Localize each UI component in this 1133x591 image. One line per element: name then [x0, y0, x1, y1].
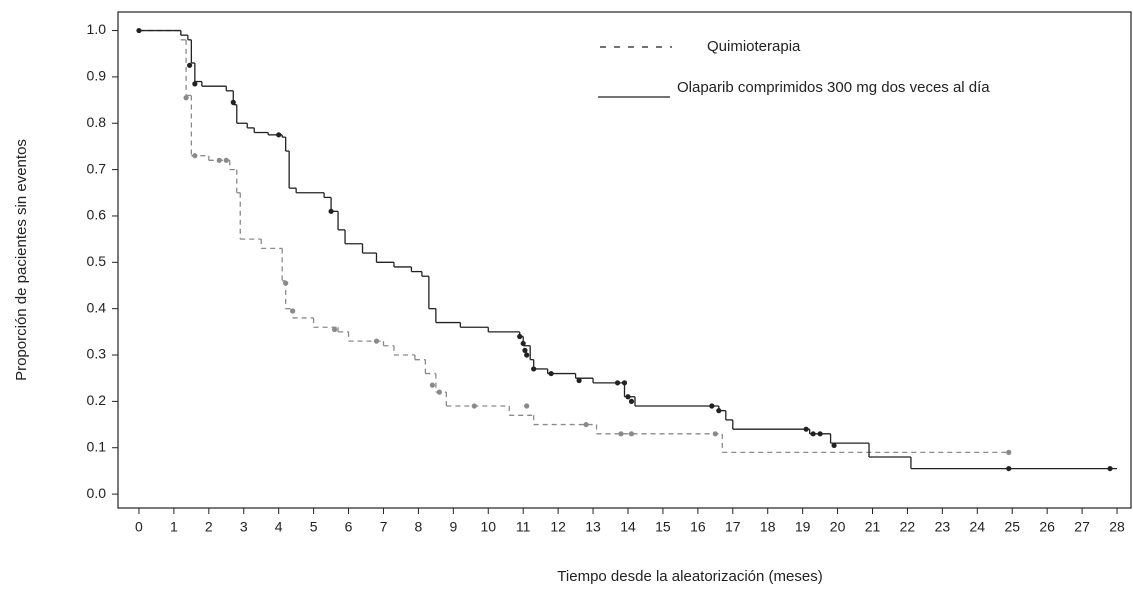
censor-mark — [223, 157, 229, 163]
y-tick-label: 0.7 — [87, 160, 107, 176]
y-tick-label: 0.1 — [87, 438, 107, 454]
x-tick-label: 20 — [830, 519, 846, 535]
x-tick-label: 8 — [415, 519, 423, 535]
x-tick-label: 13 — [585, 519, 601, 535]
censor-mark — [1006, 449, 1012, 455]
x-tick-label: 0 — [135, 519, 143, 535]
y-tick-label: 0.2 — [87, 392, 107, 408]
y-tick-label: 0.8 — [87, 114, 107, 130]
x-tick-label: 16 — [690, 519, 706, 535]
censor-mark — [831, 442, 837, 449]
x-tick-label: 26 — [1039, 519, 1055, 535]
x-tick-label: 7 — [380, 519, 388, 535]
censor-mark — [520, 340, 526, 347]
censor-mark — [1107, 465, 1113, 472]
censor-mark — [583, 421, 589, 428]
censor-mark — [328, 208, 334, 214]
censor-mark — [216, 157, 222, 163]
censor-mark — [192, 81, 198, 87]
x-tick-label: 24 — [970, 519, 986, 535]
censor-mark — [531, 366, 537, 372]
x-tick-label: 22 — [900, 519, 916, 535]
x-tick-label: 17 — [725, 519, 741, 535]
censor-mark — [373, 338, 380, 344]
censor-mark — [136, 27, 142, 34]
censor-mark — [471, 403, 477, 409]
y-tick-label: 0.4 — [87, 299, 107, 315]
censor-mark — [517, 333, 523, 340]
censor-mark — [331, 326, 338, 333]
y-tick-label: 1.0 — [87, 21, 107, 37]
censor-mark — [618, 431, 624, 437]
x-tick-label: 10 — [480, 519, 496, 535]
censor-mark — [576, 377, 582, 384]
censor-mark — [614, 380, 621, 386]
legend-label: Quimioterapia — [707, 38, 801, 55]
x-tick-label: 5 — [310, 519, 318, 535]
y-tick-label: 0.0 — [87, 485, 107, 501]
censor-mark — [803, 426, 809, 432]
censor-mark — [192, 153, 198, 159]
censor-mark — [187, 62, 193, 68]
x-tick-label: 4 — [275, 519, 283, 535]
censor-mark — [1006, 465, 1012, 472]
x-tick-label: 21 — [865, 519, 881, 535]
y-tick-label: 0.9 — [87, 68, 107, 84]
censor-mark — [276, 132, 282, 138]
x-tick-label: 28 — [1109, 519, 1125, 535]
x-tick-label: 6 — [345, 519, 353, 535]
censor-mark — [183, 95, 189, 101]
censor-mark — [625, 394, 631, 400]
censor-mark — [290, 308, 296, 314]
x-tick-label: 27 — [1074, 519, 1090, 535]
y-axis-label: Proporción de pacientes sin eventos — [13, 139, 30, 381]
y-tick-label: 0.5 — [87, 253, 107, 269]
x-tick-label: 12 — [550, 519, 566, 535]
x-tick-label: 23 — [935, 519, 951, 535]
plot-frame — [117, 11, 1132, 509]
censor-mark — [429, 382, 435, 388]
censor-mark — [712, 431, 718, 437]
x-tick-label: 15 — [655, 519, 671, 535]
legend-label: Olaparib comprimidos 300 mg dos veces al… — [677, 79, 990, 96]
x-tick-label: 3 — [240, 519, 248, 535]
censor-mark — [621, 380, 628, 386]
censor-mark — [436, 389, 442, 395]
censor-mark — [524, 352, 530, 358]
censor-mark — [709, 403, 715, 409]
x-tick-label: 14 — [620, 519, 636, 535]
x-tick-label: 2 — [205, 519, 213, 535]
censor-mark — [522, 347, 528, 353]
x-tick-label: 11 — [516, 519, 531, 535]
x-tick-label: 9 — [449, 519, 457, 535]
x-tick-label: 25 — [1004, 519, 1020, 535]
censor-mark — [716, 408, 722, 414]
x-axis-label: Tiempo desde la aleatorización (meses) — [557, 568, 822, 585]
x-tick-label: 18 — [760, 519, 776, 535]
censor-mark — [230, 99, 236, 105]
x-tick-label: 19 — [795, 519, 811, 535]
censor-mark — [548, 370, 554, 377]
x-tick-label: 1 — [170, 519, 178, 535]
censor-mark — [524, 403, 530, 409]
y-tick-label: 0.3 — [87, 346, 107, 362]
censor-mark — [628, 398, 635, 404]
censor-mark — [817, 431, 823, 437]
censor-mark — [283, 280, 289, 286]
y-tick-label: 0.6 — [87, 207, 107, 223]
censor-mark — [628, 431, 635, 437]
censor-mark — [810, 431, 816, 437]
